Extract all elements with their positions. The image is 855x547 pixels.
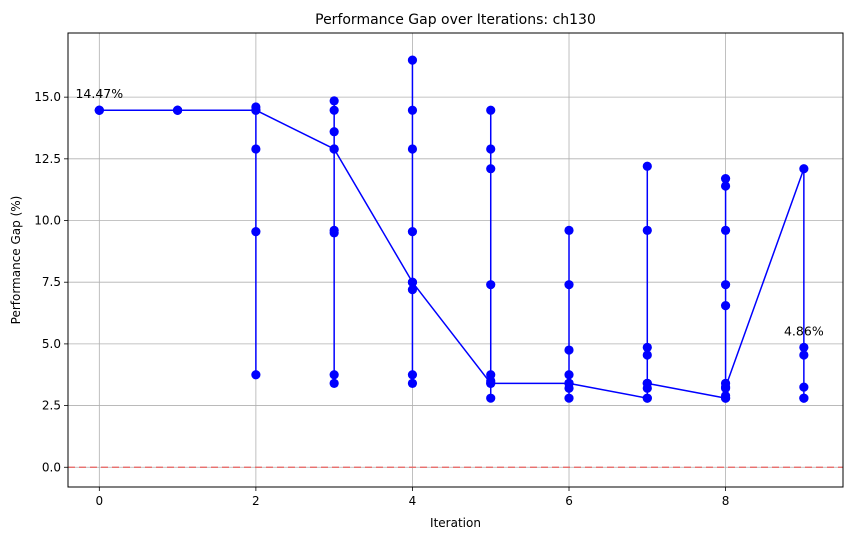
data-point bbox=[642, 350, 652, 360]
data-point bbox=[642, 342, 652, 352]
data-point bbox=[720, 280, 731, 290]
data-point bbox=[720, 382, 731, 392]
data-point bbox=[407, 277, 418, 287]
data-point bbox=[799, 350, 809, 360]
data-point bbox=[799, 382, 809, 392]
x-axis-label: Iteration bbox=[430, 516, 481, 530]
data-point bbox=[329, 105, 339, 115]
data-point bbox=[407, 144, 418, 154]
data-point bbox=[799, 164, 809, 174]
data-point bbox=[799, 393, 809, 403]
data-point bbox=[329, 370, 339, 380]
data-point bbox=[329, 96, 339, 106]
y-axis-label: Performance Gap (%) bbox=[9, 196, 23, 325]
data-point bbox=[486, 280, 496, 290]
y-tick-label: 5.0 bbox=[42, 337, 61, 351]
x-tick-label: 0 bbox=[95, 494, 103, 508]
data-point bbox=[720, 393, 731, 403]
data-point bbox=[329, 378, 339, 388]
data-point bbox=[407, 105, 418, 115]
data-point bbox=[564, 393, 574, 403]
y-tick-label: 0.0 bbox=[42, 460, 61, 474]
data-point bbox=[329, 127, 339, 137]
y-tick-label: 7.5 bbox=[42, 275, 61, 289]
data-point bbox=[407, 285, 418, 295]
series-group bbox=[94, 55, 809, 403]
data-point bbox=[564, 378, 574, 388]
data-point bbox=[642, 161, 652, 171]
data-point bbox=[407, 378, 418, 388]
x-tick-label: 8 bbox=[722, 494, 730, 508]
data-point bbox=[720, 301, 731, 311]
data-point bbox=[642, 378, 652, 388]
data-point bbox=[251, 370, 261, 380]
data-point bbox=[720, 173, 731, 184]
data-point bbox=[486, 144, 496, 154]
y-tick-label: 10.0 bbox=[34, 214, 61, 228]
y-tick-label: 15.0 bbox=[34, 90, 61, 104]
data-point bbox=[486, 378, 496, 388]
data-point bbox=[642, 225, 652, 235]
axis-ticks: 0 2 4 6 8 0.0 2.5 5.0 7.5 10.0 12.5 15.0 bbox=[34, 90, 729, 508]
x-tick-label: 6 bbox=[565, 494, 573, 508]
data-point bbox=[642, 393, 652, 403]
y-tick-label: 12.5 bbox=[34, 152, 61, 166]
plot-frame bbox=[67, 32, 844, 488]
data-point bbox=[329, 144, 339, 154]
data-point bbox=[564, 280, 574, 290]
data-point bbox=[329, 228, 339, 238]
annotation-label: 14.47% bbox=[75, 86, 123, 101]
x-tick-label: 4 bbox=[409, 494, 417, 508]
annotation-label: 4.86% bbox=[784, 323, 824, 338]
annotations: 14.47% 4.86% bbox=[75, 86, 823, 338]
data-point bbox=[407, 55, 418, 65]
data-point bbox=[799, 342, 809, 352]
x-tick-label: 2 bbox=[252, 494, 260, 508]
data-point bbox=[486, 105, 496, 115]
data-point bbox=[720, 181, 731, 191]
data-point bbox=[251, 227, 261, 237]
data-point bbox=[720, 225, 731, 235]
data-point bbox=[564, 345, 574, 355]
y-tick-label: 2.5 bbox=[42, 399, 61, 413]
data-point bbox=[251, 144, 261, 154]
data-point bbox=[564, 225, 574, 235]
data-point bbox=[94, 105, 104, 115]
data-point bbox=[251, 105, 261, 115]
data-point bbox=[407, 370, 418, 380]
data-point bbox=[486, 164, 496, 174]
chart-title: Performance Gap over Iterations: ch130 bbox=[315, 12, 596, 28]
data-point bbox=[564, 370, 574, 380]
data-point bbox=[486, 393, 496, 403]
data-point bbox=[172, 105, 183, 115]
data-point bbox=[407, 227, 418, 237]
